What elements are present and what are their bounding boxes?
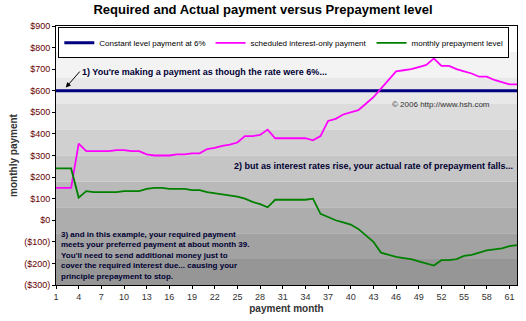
svg-text:$600: $600 — [30, 86, 50, 96]
svg-text:1) You're making a payment as: 1) You're making a payment as though the… — [82, 67, 327, 77]
svg-text:$800: $800 — [30, 43, 50, 53]
svg-text:10: 10 — [119, 292, 129, 302]
svg-text:49: 49 — [414, 292, 424, 302]
svg-text:31: 31 — [278, 292, 288, 302]
svg-text:13: 13 — [142, 292, 152, 302]
svg-text:scheduled interest-only paymen: scheduled interest-only payment — [251, 39, 367, 48]
svg-text:25: 25 — [232, 292, 242, 302]
svg-text:© 2006 http://www.hsh.com: © 2006 http://www.hsh.com — [392, 100, 490, 109]
svg-text:34: 34 — [300, 292, 310, 302]
svg-text:58: 58 — [482, 292, 492, 302]
svg-text:$0: $0 — [40, 215, 50, 225]
svg-text:1: 1 — [53, 292, 58, 302]
svg-text:7: 7 — [99, 292, 104, 302]
svg-text:2) but as interest rates rise,: 2) but as interest rates rise, your actu… — [234, 161, 513, 171]
svg-text:Constant level payment at 6%: Constant level payment at 6% — [99, 39, 205, 48]
svg-text:22: 22 — [210, 292, 220, 302]
svg-text:40: 40 — [346, 292, 356, 302]
svg-text:$400: $400 — [30, 129, 50, 139]
svg-text:37: 37 — [323, 292, 333, 302]
svg-text:16: 16 — [164, 292, 174, 302]
svg-text:monthly prepayment level: monthly prepayment level — [412, 39, 503, 48]
svg-text:$500: $500 — [30, 107, 50, 117]
svg-text:46: 46 — [391, 292, 401, 302]
svg-text:19: 19 — [187, 292, 197, 302]
svg-text:55: 55 — [459, 292, 469, 302]
svg-text:$900: $900 — [30, 21, 50, 31]
svg-text:52: 52 — [436, 292, 446, 302]
svg-text:$300: $300 — [30, 151, 50, 161]
svg-text:$100: $100 — [30, 194, 50, 204]
svg-text:28: 28 — [255, 292, 265, 302]
svg-text:61: 61 — [504, 292, 514, 302]
svg-text:($100): ($100) — [24, 237, 50, 247]
svg-text:$700: $700 — [30, 64, 50, 74]
svg-text:payment month: payment month — [249, 303, 323, 314]
svg-text:$200: $200 — [30, 172, 50, 182]
svg-text:($300): ($300) — [24, 280, 50, 290]
svg-text:Required and Actual payment ve: Required and Actual payment versus Prepa… — [93, 2, 432, 17]
svg-text:4: 4 — [76, 292, 81, 302]
svg-text:($200): ($200) — [24, 259, 50, 269]
svg-text:monthly payment: monthly payment — [8, 113, 19, 196]
svg-text:3) and in this example, your r: 3) and in this example, your required pa… — [61, 230, 250, 281]
svg-text:43: 43 — [368, 292, 378, 302]
